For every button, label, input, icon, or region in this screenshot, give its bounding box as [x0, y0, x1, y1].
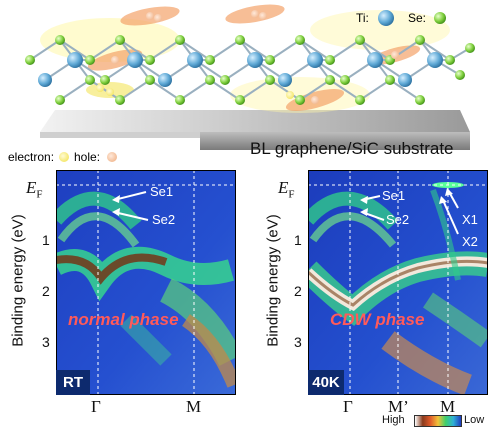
band-label-se1: Se1 — [382, 188, 406, 203]
y-tick-2: 2 — [294, 283, 302, 299]
substrate-slab — [40, 110, 470, 132]
y-tick-1: 1 — [294, 232, 302, 248]
substrate-label: BL graphene/SiC substrate — [250, 139, 454, 158]
ti-legend-label: Ti: — [356, 11, 369, 25]
y-axis-title-left: Binding energy (eV) — [9, 214, 27, 347]
temperature-label: 40K — [308, 370, 344, 395]
arpes-map-cdw — [308, 170, 488, 395]
colorbar — [414, 415, 462, 427]
x-tick-gamma: Γ — [343, 397, 353, 416]
x-tick-gamma: Γ — [91, 397, 101, 416]
colorbar-low-label: Low — [464, 414, 485, 426]
ef-label: EF — [26, 178, 43, 201]
se-legend-label: Se: — [408, 11, 426, 25]
x-tick-m-prime: M’ — [388, 397, 409, 416]
crystal-structure-svg: Ti: Se: electron: hole: — [8, 4, 475, 164]
x-tick-m: M — [186, 397, 202, 416]
electron-legend-label: electron: — [8, 150, 54, 164]
carrier-markers — [96, 10, 399, 104]
hole-legend-swatch — [107, 152, 117, 162]
x-tick-m: M — [440, 397, 456, 416]
temperature-label: RT — [56, 370, 90, 395]
phase-label: CDW phase — [330, 310, 425, 329]
band-label-se2: Se2 — [386, 212, 410, 227]
band-label-se2: Se2 — [152, 212, 176, 227]
crystal-structure-illustration: Ti: Se: electron: hole: — [0, 0, 500, 168]
ti-atoms — [38, 52, 443, 87]
ef-label: EF — [278, 178, 295, 201]
y-tick-3: 3 — [294, 334, 302, 350]
se-atoms — [25, 35, 475, 105]
ti-legend-swatch — [378, 10, 394, 26]
y-tick-3: 3 — [42, 334, 50, 350]
electron-legend-swatch — [59, 152, 69, 162]
y-tick-2: 2 — [42, 283, 50, 299]
hole-legend-label: hole: — [74, 150, 100, 164]
band-label-se1: Se1 — [150, 184, 174, 199]
arpes-map-rt — [56, 170, 236, 395]
band-label-x1: X1 — [462, 212, 478, 227]
y-axis-title-right: Binding energy (eV) — [264, 214, 282, 347]
arpes-panel-rt: EF 1 2 3 Se1 Se2 normal phase RT Γ — [26, 170, 246, 416]
y-tick-1: 1 — [42, 232, 50, 248]
se-legend-swatch — [434, 12, 446, 24]
colorbar-high-label: High — [382, 414, 405, 426]
phase-label: normal phase — [68, 310, 179, 329]
arpes-panel-cdw: EF 1 2 3 Se1 Se2 X1 X2 — [278, 170, 498, 427]
band-label-x2: X2 — [462, 234, 478, 249]
